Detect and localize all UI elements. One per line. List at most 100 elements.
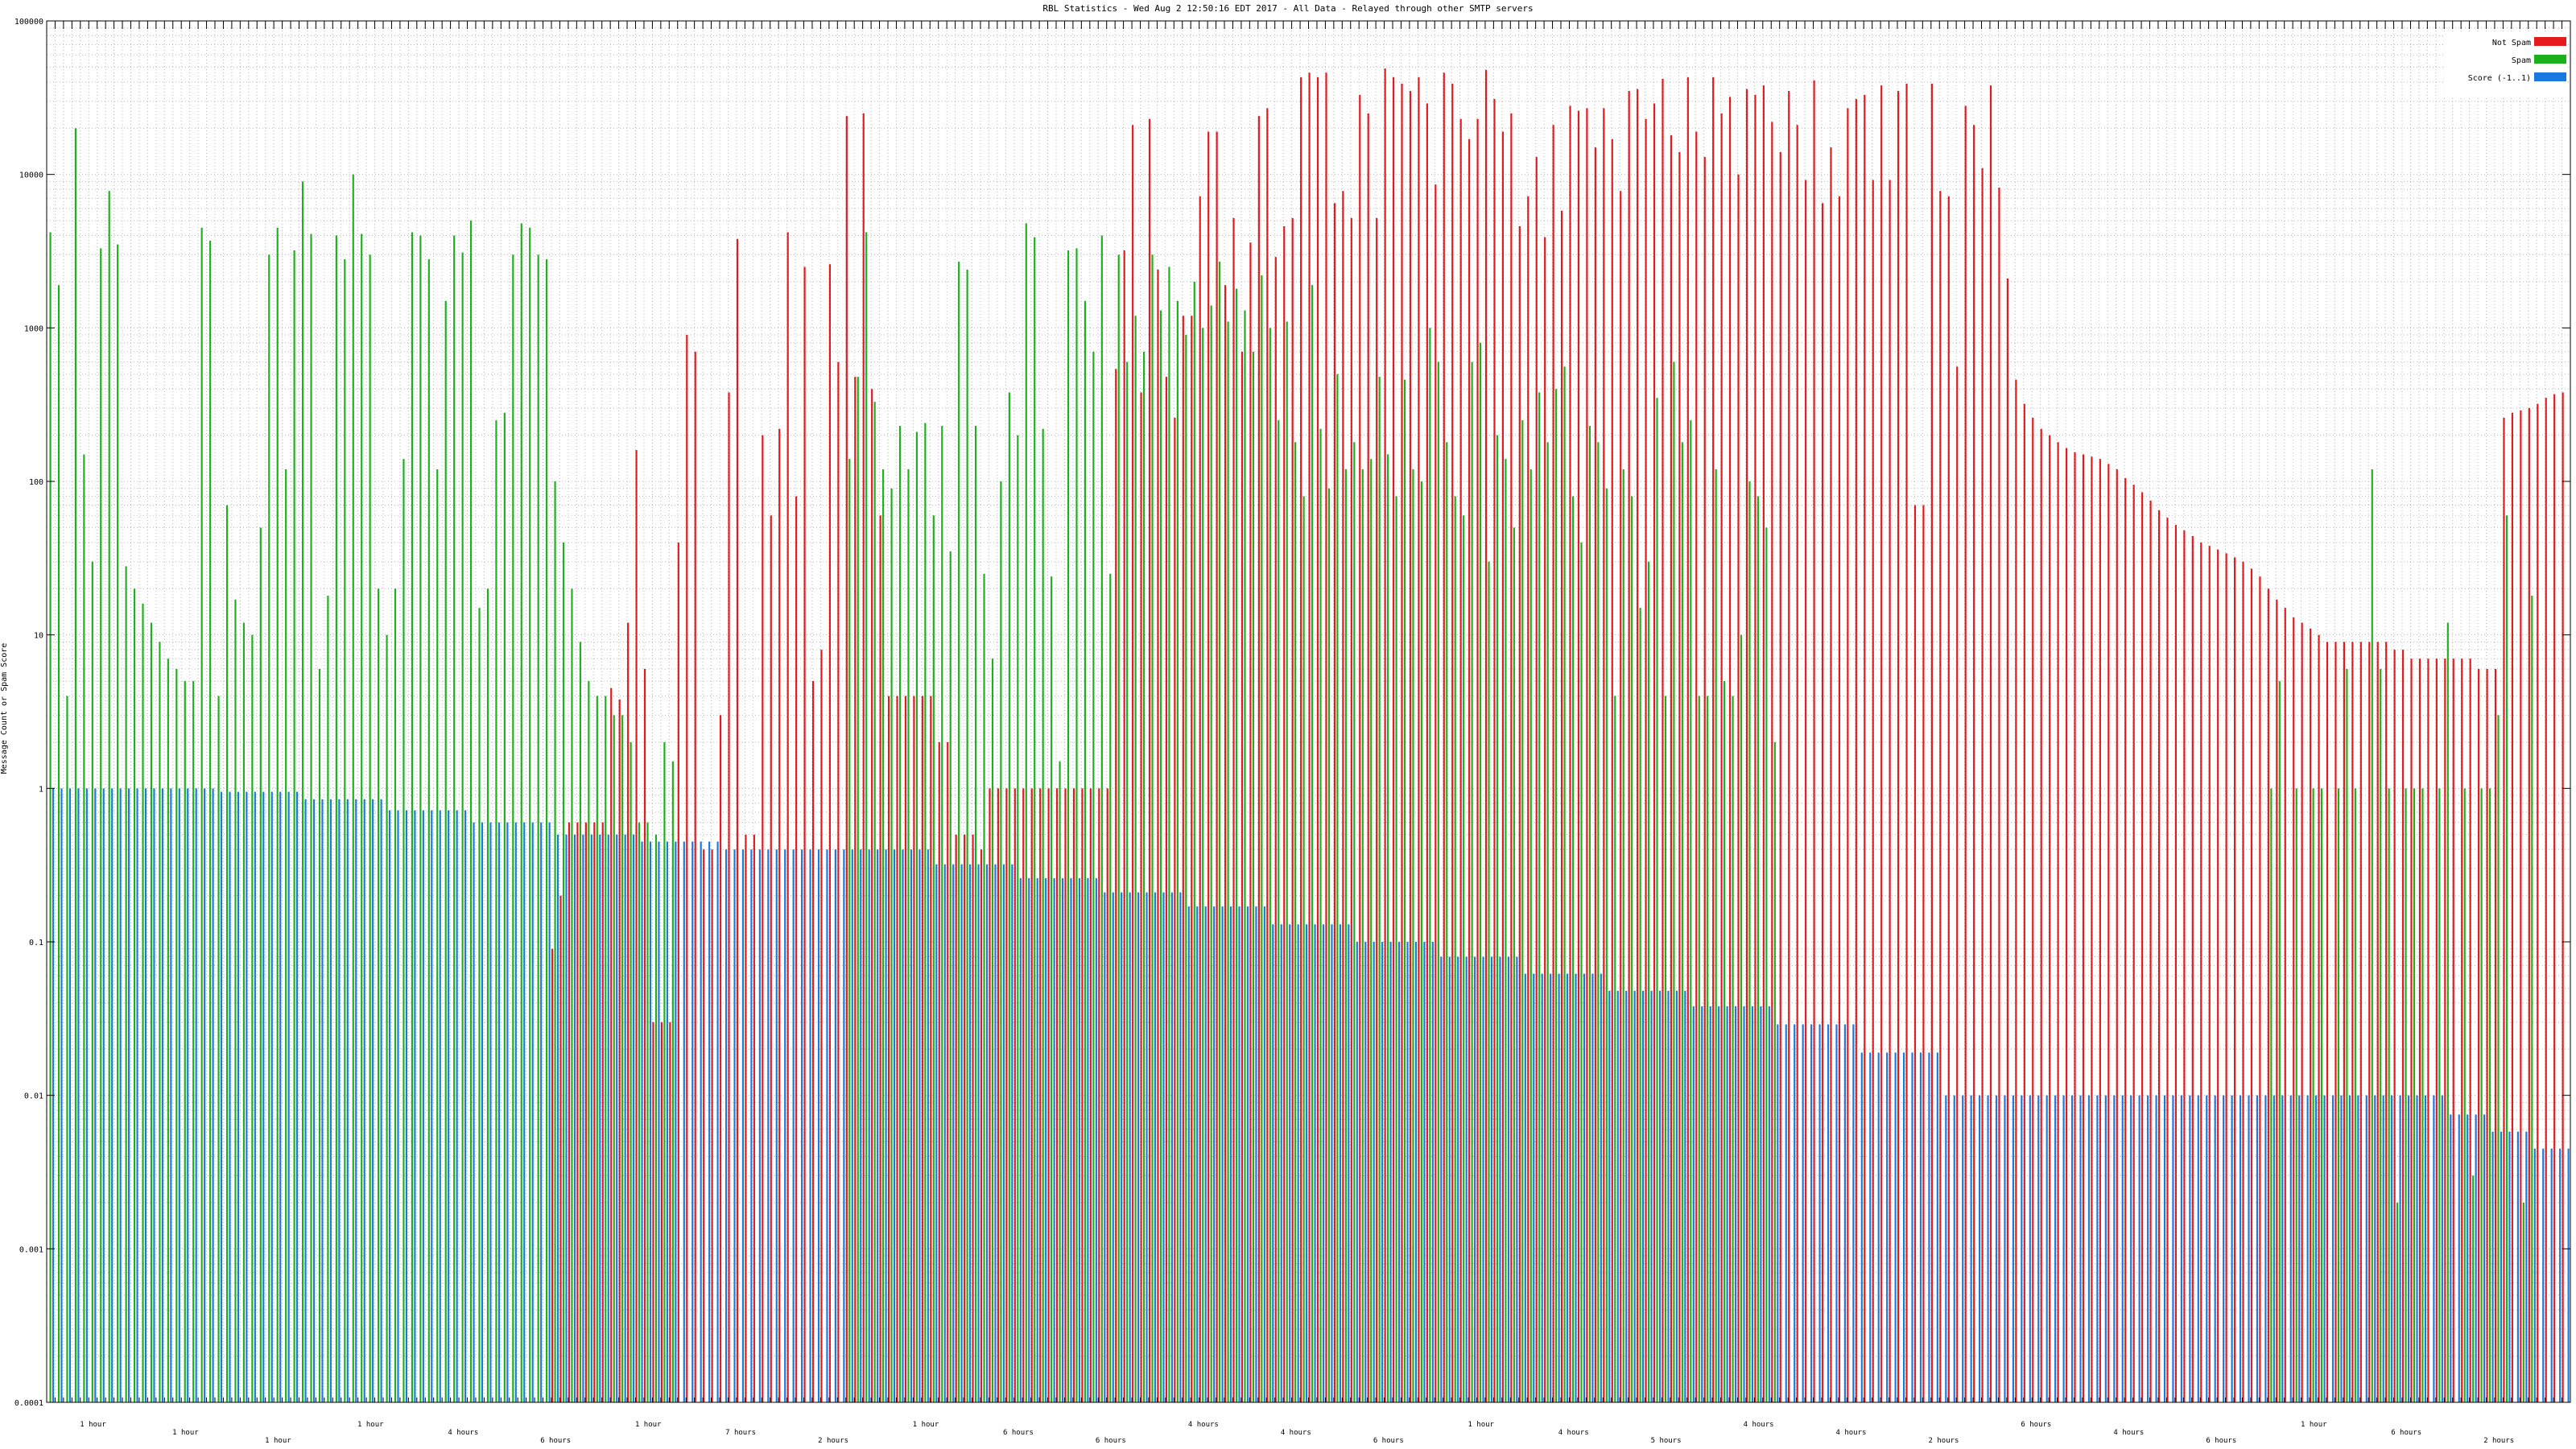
- score-bar: [1802, 1024, 1804, 1402]
- score-bar: [1213, 906, 1216, 1402]
- spam-bar: [537, 254, 539, 1402]
- not-spam-bar: [2284, 608, 2286, 1402]
- spam-bar: [1117, 254, 1120, 1402]
- score-bar: [675, 841, 677, 1402]
- not-spam-bar: [1720, 113, 1723, 1402]
- score-bar: [1263, 906, 1265, 1402]
- spam-bar: [2320, 788, 2323, 1402]
- score-bar: [1886, 1052, 1889, 1402]
- score-bar: [1162, 892, 1165, 1402]
- not-spam-bar: [2553, 394, 2556, 1402]
- score-bar: [128, 788, 130, 1402]
- not-spam-bar: [1274, 257, 1277, 1402]
- x-category-label: 6 hours: [1003, 1429, 1034, 1437]
- score-bar: [1196, 906, 1199, 1402]
- spam-bar: [638, 822, 641, 1402]
- score-bar: [750, 849, 753, 1402]
- not-spam-bar: [1620, 191, 1622, 1403]
- score-bar: [599, 834, 601, 1402]
- not-spam-bar: [2427, 658, 2429, 1402]
- spam-bar: [529, 227, 531, 1402]
- score-bar: [321, 799, 324, 1402]
- score-bar: [624, 834, 626, 1402]
- spam-bar: [2295, 788, 2297, 1402]
- not-spam-bar: [2217, 549, 2219, 1402]
- score-bar: [868, 849, 870, 1402]
- spam-bar: [663, 741, 666, 1402]
- score-bar: [1911, 1052, 1913, 1402]
- spam-bar: [983, 573, 985, 1402]
- not-spam-bar: [1603, 108, 1605, 1402]
- score-bar: [2533, 1148, 2536, 1402]
- y-axis-label: Message Count or Spam Score: [0, 643, 9, 774]
- x-category-label: 2 hours: [2483, 1437, 2514, 1445]
- x-category-label: 6 hours: [1373, 1437, 1404, 1445]
- not-spam-bar: [1847, 108, 1849, 1402]
- not-spam-bar: [1855, 98, 1857, 1403]
- spam-bar: [2396, 1202, 2399, 1402]
- score-bar: [1397, 942, 1401, 1402]
- score-bar: [2424, 1095, 2427, 1402]
- not-spam-bar: [1864, 94, 1866, 1402]
- y-tick-label: 100000: [14, 18, 43, 27]
- score-bar: [1550, 973, 1552, 1402]
- spam-bar: [402, 459, 405, 1402]
- not-spam-bar: [904, 696, 907, 1402]
- not-spam-bar: [2310, 628, 2312, 1402]
- score-bar: [2256, 1095, 2259, 1402]
- score-bar: [1061, 877, 1064, 1402]
- spam-bar: [361, 233, 363, 1402]
- score-bar: [649, 841, 652, 1402]
- spam-bar: [1311, 285, 1314, 1403]
- not-spam-bar: [762, 435, 764, 1402]
- spam-bar: [2354, 788, 2356, 1402]
- score-bar: [372, 799, 374, 1402]
- score-bar: [919, 849, 921, 1402]
- y-tick-label: 0.01: [24, 1092, 43, 1101]
- spam-bar: [1336, 374, 1339, 1403]
- not-spam-bar: [803, 266, 806, 1403]
- spam-bar: [1244, 310, 1246, 1402]
- not-spam-bar: [1771, 122, 1773, 1402]
- not-spam-bar: [1637, 89, 1639, 1403]
- spam-bar: [242, 622, 245, 1402]
- not-spam-bar: [2091, 456, 2093, 1402]
- score-bar: [2147, 1095, 2149, 1402]
- spam-bar: [1748, 481, 1751, 1402]
- spam-bar: [2270, 788, 2273, 1402]
- spam-bar: [1496, 435, 1499, 1402]
- not-spam-bar: [1081, 788, 1084, 1402]
- spam-bar: [1732, 696, 1734, 1402]
- not-spam-bar: [1174, 417, 1176, 1402]
- score-bar: [2054, 1095, 2057, 1402]
- score-bar: [691, 841, 694, 1402]
- spam-bar: [225, 505, 229, 1402]
- not-spam-bar: [1745, 89, 1748, 1403]
- not-spam-bar: [2040, 428, 2042, 1403]
- score-bar: [1953, 1095, 1955, 1402]
- score-bar: [960, 864, 963, 1402]
- not-spam-bar: [635, 450, 638, 1402]
- not-spam-bar: [1973, 125, 1975, 1403]
- y-tick-label: 100: [29, 478, 43, 487]
- spam-bar: [2472, 1175, 2475, 1402]
- spam-bar: [133, 588, 136, 1402]
- not-spam-bar: [1569, 105, 1571, 1402]
- x-category-label: 6 hours: [1096, 1437, 1126, 1445]
- not-spam-bar: [1030, 788, 1033, 1402]
- not-spam-bar: [1678, 151, 1681, 1402]
- spam-bar: [217, 696, 220, 1402]
- score-bar: [716, 841, 719, 1402]
- not-spam-bar: [2478, 668, 2480, 1402]
- score-bar: [60, 788, 63, 1402]
- spam-bar: [1622, 469, 1624, 1402]
- not-spam-bar: [2082, 454, 2085, 1403]
- spam-bar: [2497, 715, 2500, 1402]
- spam-bar: [49, 232, 52, 1402]
- not-spam-bar: [1947, 196, 1950, 1402]
- spam-bar: [1479, 342, 1482, 1402]
- score-bar: [969, 864, 972, 1402]
- not-spam-bar: [2225, 553, 2227, 1402]
- not-spam-bar: [1333, 203, 1336, 1403]
- score-bar: [2458, 1114, 2460, 1402]
